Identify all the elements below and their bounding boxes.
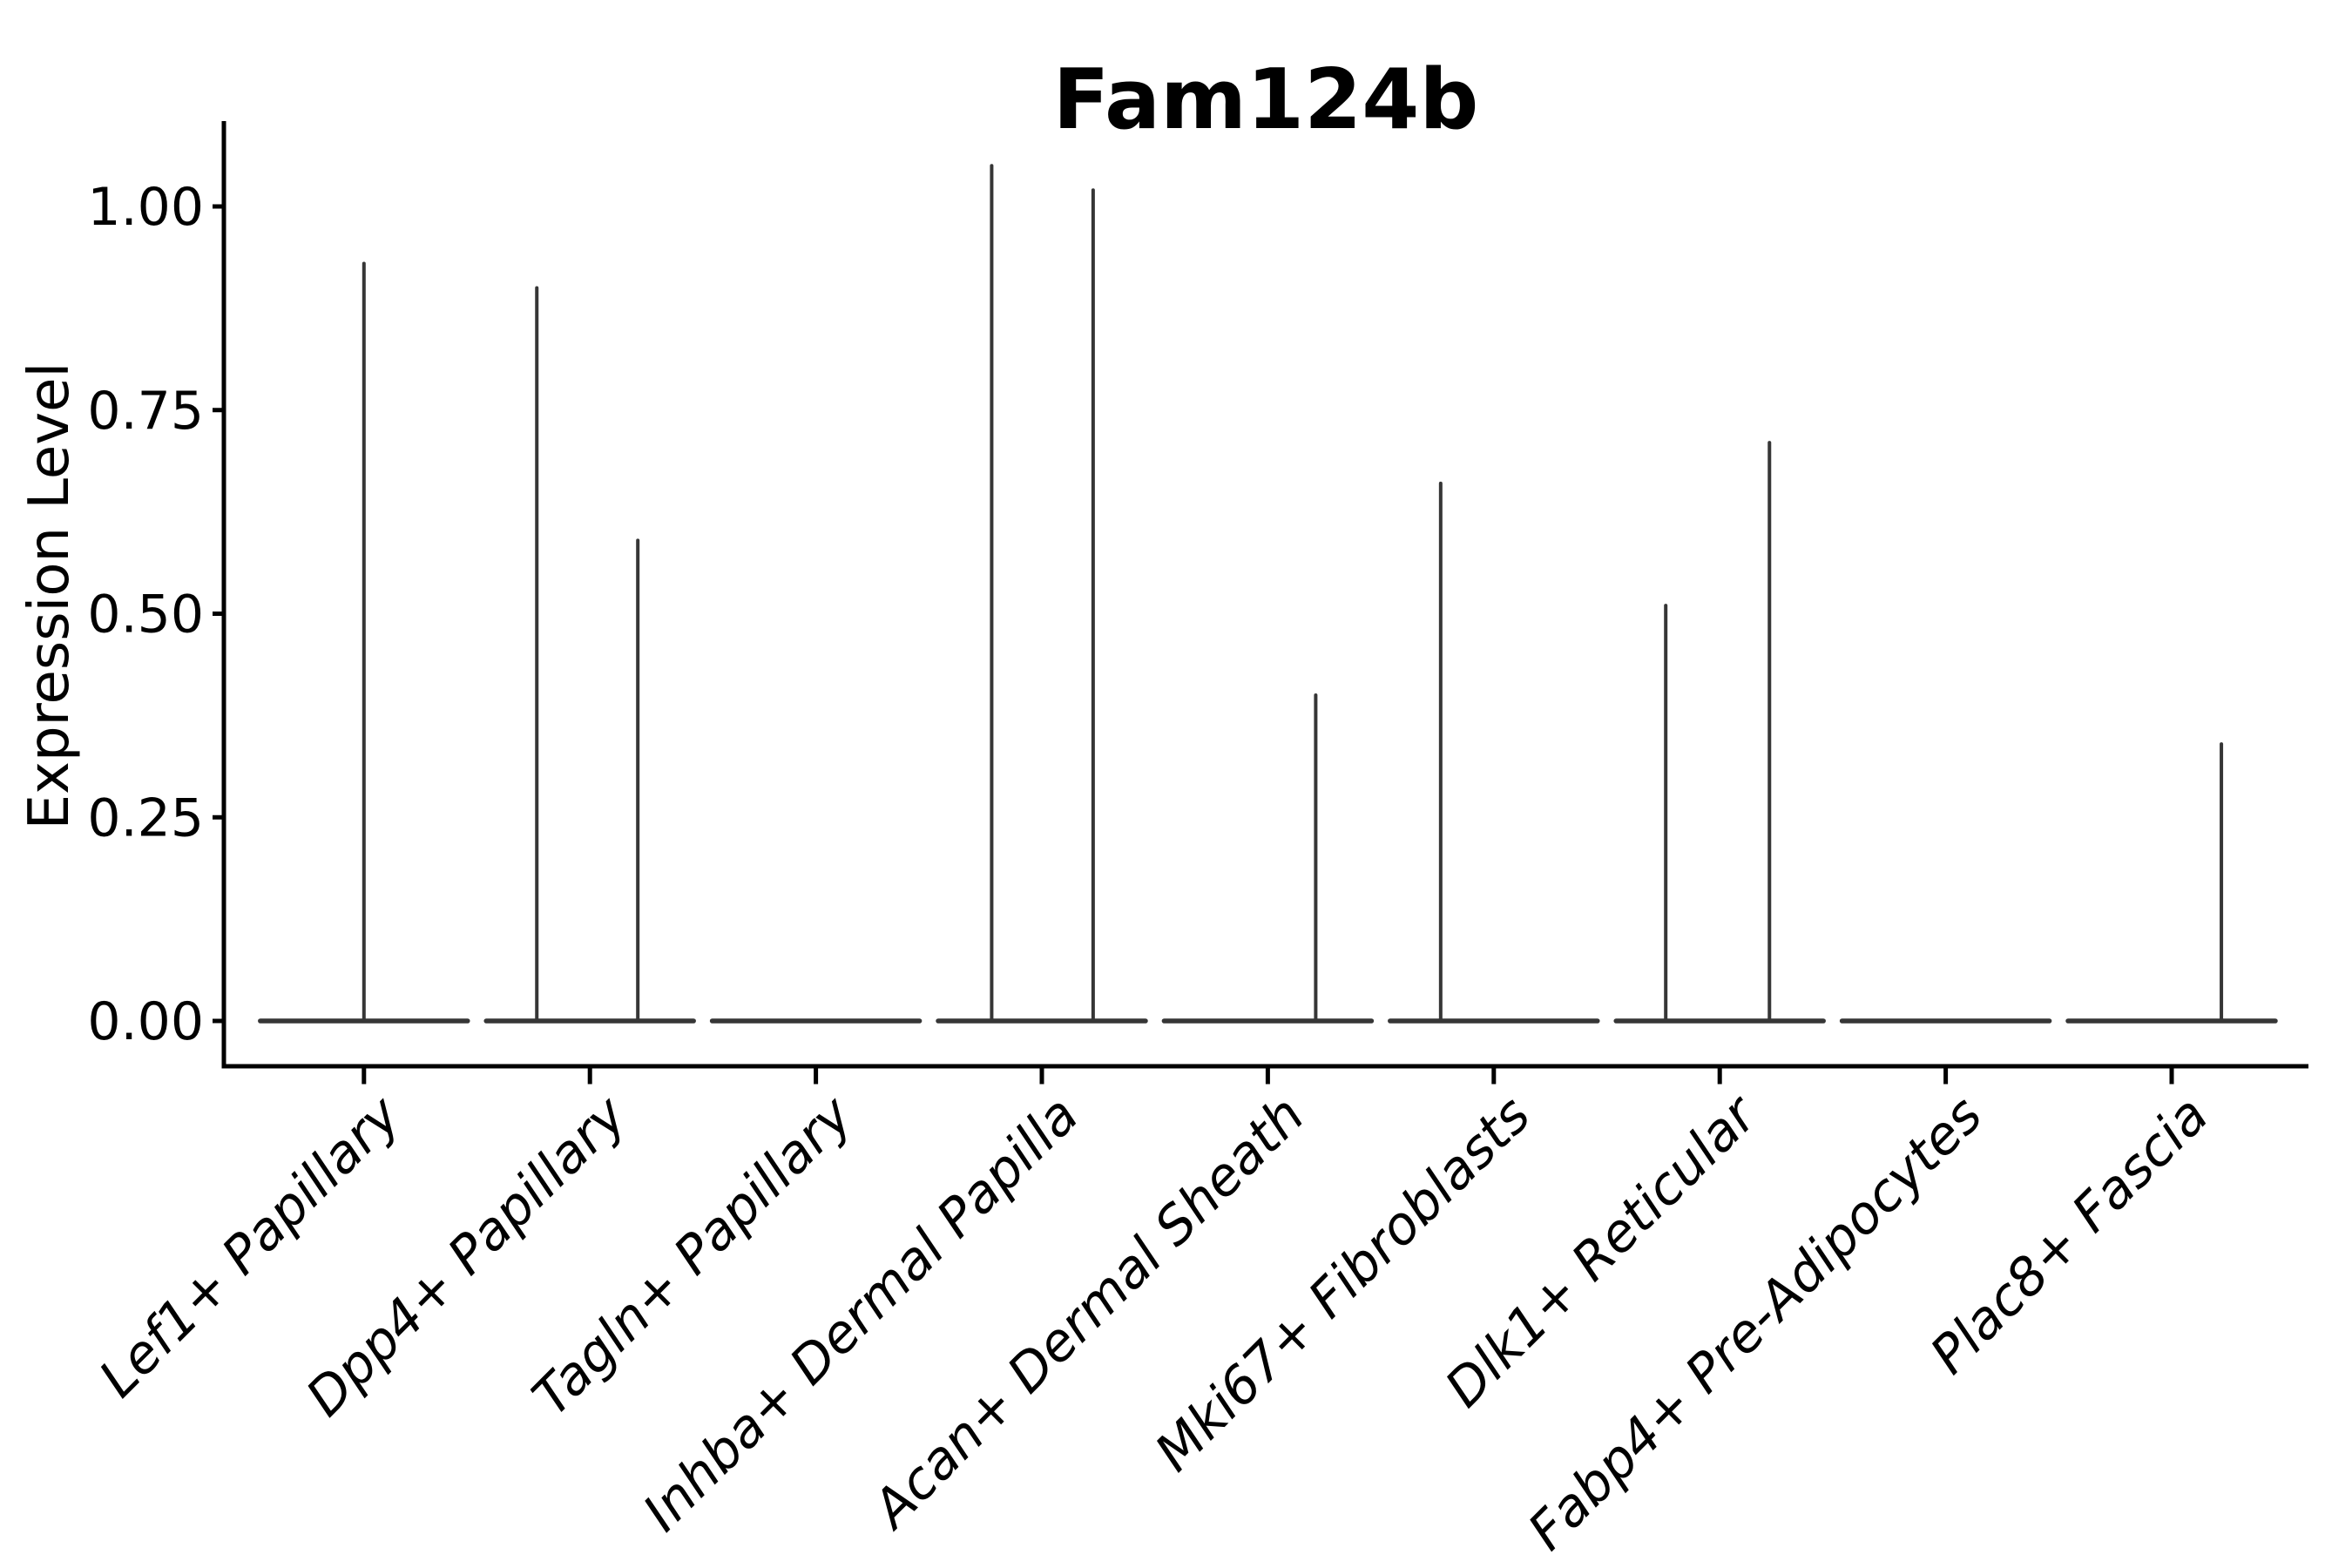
figure-title: Fam124b bbox=[1053, 52, 1479, 148]
axes-spines bbox=[221, 121, 2308, 1069]
y-tick-label: 0.75 bbox=[87, 381, 204, 442]
violins-layer bbox=[258, 164, 2278, 1024]
y-tick-label: 0.00 bbox=[87, 991, 204, 1052]
y-tick-label: 0.25 bbox=[87, 787, 204, 848]
y-axis-ticks: 0.00 0.25 0.50 0.75 1.00 bbox=[87, 177, 224, 1052]
y-tick-label: 0.50 bbox=[87, 585, 204, 645]
y-axis-label: Expression Level bbox=[17, 362, 82, 830]
y-tick-label: 1.00 bbox=[87, 177, 204, 238]
